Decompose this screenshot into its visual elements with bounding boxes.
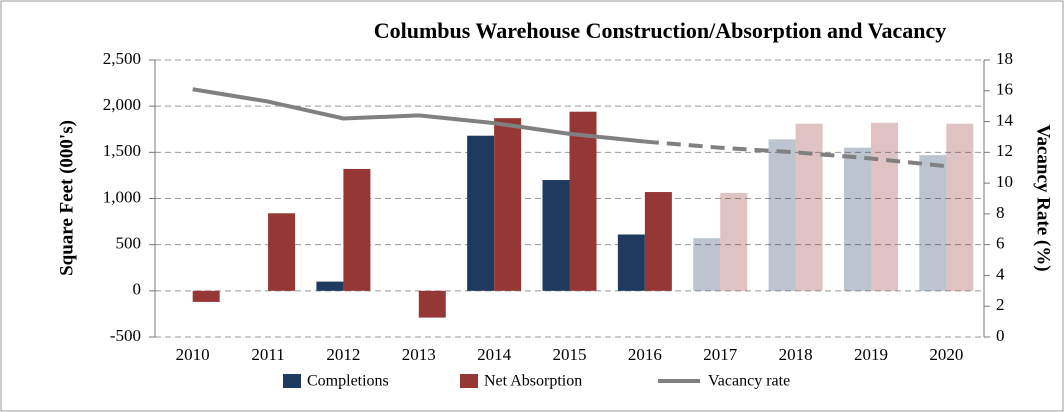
bar — [467, 135, 495, 291]
y2-tick-label: 14 — [996, 110, 1014, 129]
x-tick-label: 2013 — [402, 345, 436, 364]
bar — [919, 155, 947, 291]
bar — [946, 123, 974, 291]
line-forecast — [644, 139, 947, 169]
legend-label: Completions — [307, 373, 389, 390]
bar — [644, 192, 672, 291]
y2-axis-label: Vacancy Rate (%) — [1033, 124, 1054, 271]
bar — [418, 290, 446, 318]
x-tick-label: 2018 — [779, 345, 813, 364]
y2-tick-label: 16 — [996, 80, 1013, 99]
bar — [720, 192, 748, 291]
y-tick-label: 2,000 — [103, 95, 141, 114]
chart-title: Columbus Warehouse Construction/Absorpti… — [374, 18, 947, 43]
x-tick-label: 2017 — [703, 345, 738, 364]
x-tick-label: 2014 — [477, 345, 512, 364]
legend-swatch — [283, 374, 301, 388]
y-tick-label: 1,000 — [103, 187, 141, 206]
bar — [870, 122, 898, 291]
bar — [617, 234, 645, 291]
y2-tick-label: 0 — [996, 326, 1005, 345]
bar — [192, 290, 220, 302]
bar — [843, 147, 871, 291]
y-tick-label: 1,500 — [103, 141, 141, 160]
bar — [569, 111, 597, 291]
y-axis-label: Square Feet (000's) — [56, 120, 77, 276]
y2-tick-label: 4 — [996, 264, 1005, 283]
legend-swatch — [460, 374, 478, 388]
y2-tick-label: 18 — [996, 49, 1013, 68]
legend-label: Net Absorption — [484, 373, 582, 390]
bar — [768, 139, 796, 291]
x-tick-label: 2010 — [176, 345, 210, 364]
bar — [542, 180, 570, 291]
x-tick-label: 2015 — [553, 345, 587, 364]
bar — [693, 238, 721, 291]
bar — [494, 118, 522, 291]
y2-tick-label: 10 — [996, 172, 1013, 191]
x-tick-label: 2020 — [929, 345, 963, 364]
y2-tick-label: 8 — [996, 203, 1005, 222]
bar — [316, 281, 344, 291]
legend-label: Vacancy rate — [708, 373, 790, 390]
y-tick-label: 500 — [116, 234, 142, 253]
y-tick-label: 2,500 — [103, 49, 141, 68]
bar — [268, 213, 296, 291]
y-tick-label: 0 — [133, 280, 142, 299]
x-tick-label: 2016 — [628, 345, 662, 364]
y-tick-label: -500 — [110, 326, 141, 345]
bar — [795, 123, 823, 291]
x-tick-label: 2011 — [251, 345, 284, 364]
y2-tick-label: 2 — [996, 295, 1005, 314]
x-tick-label: 2019 — [854, 345, 888, 364]
y2-tick-label: 6 — [996, 234, 1005, 253]
bar — [343, 168, 371, 291]
y2-tick-label: 12 — [996, 141, 1013, 160]
x-tick-label: 2012 — [326, 345, 360, 364]
line — [192, 87, 646, 144]
